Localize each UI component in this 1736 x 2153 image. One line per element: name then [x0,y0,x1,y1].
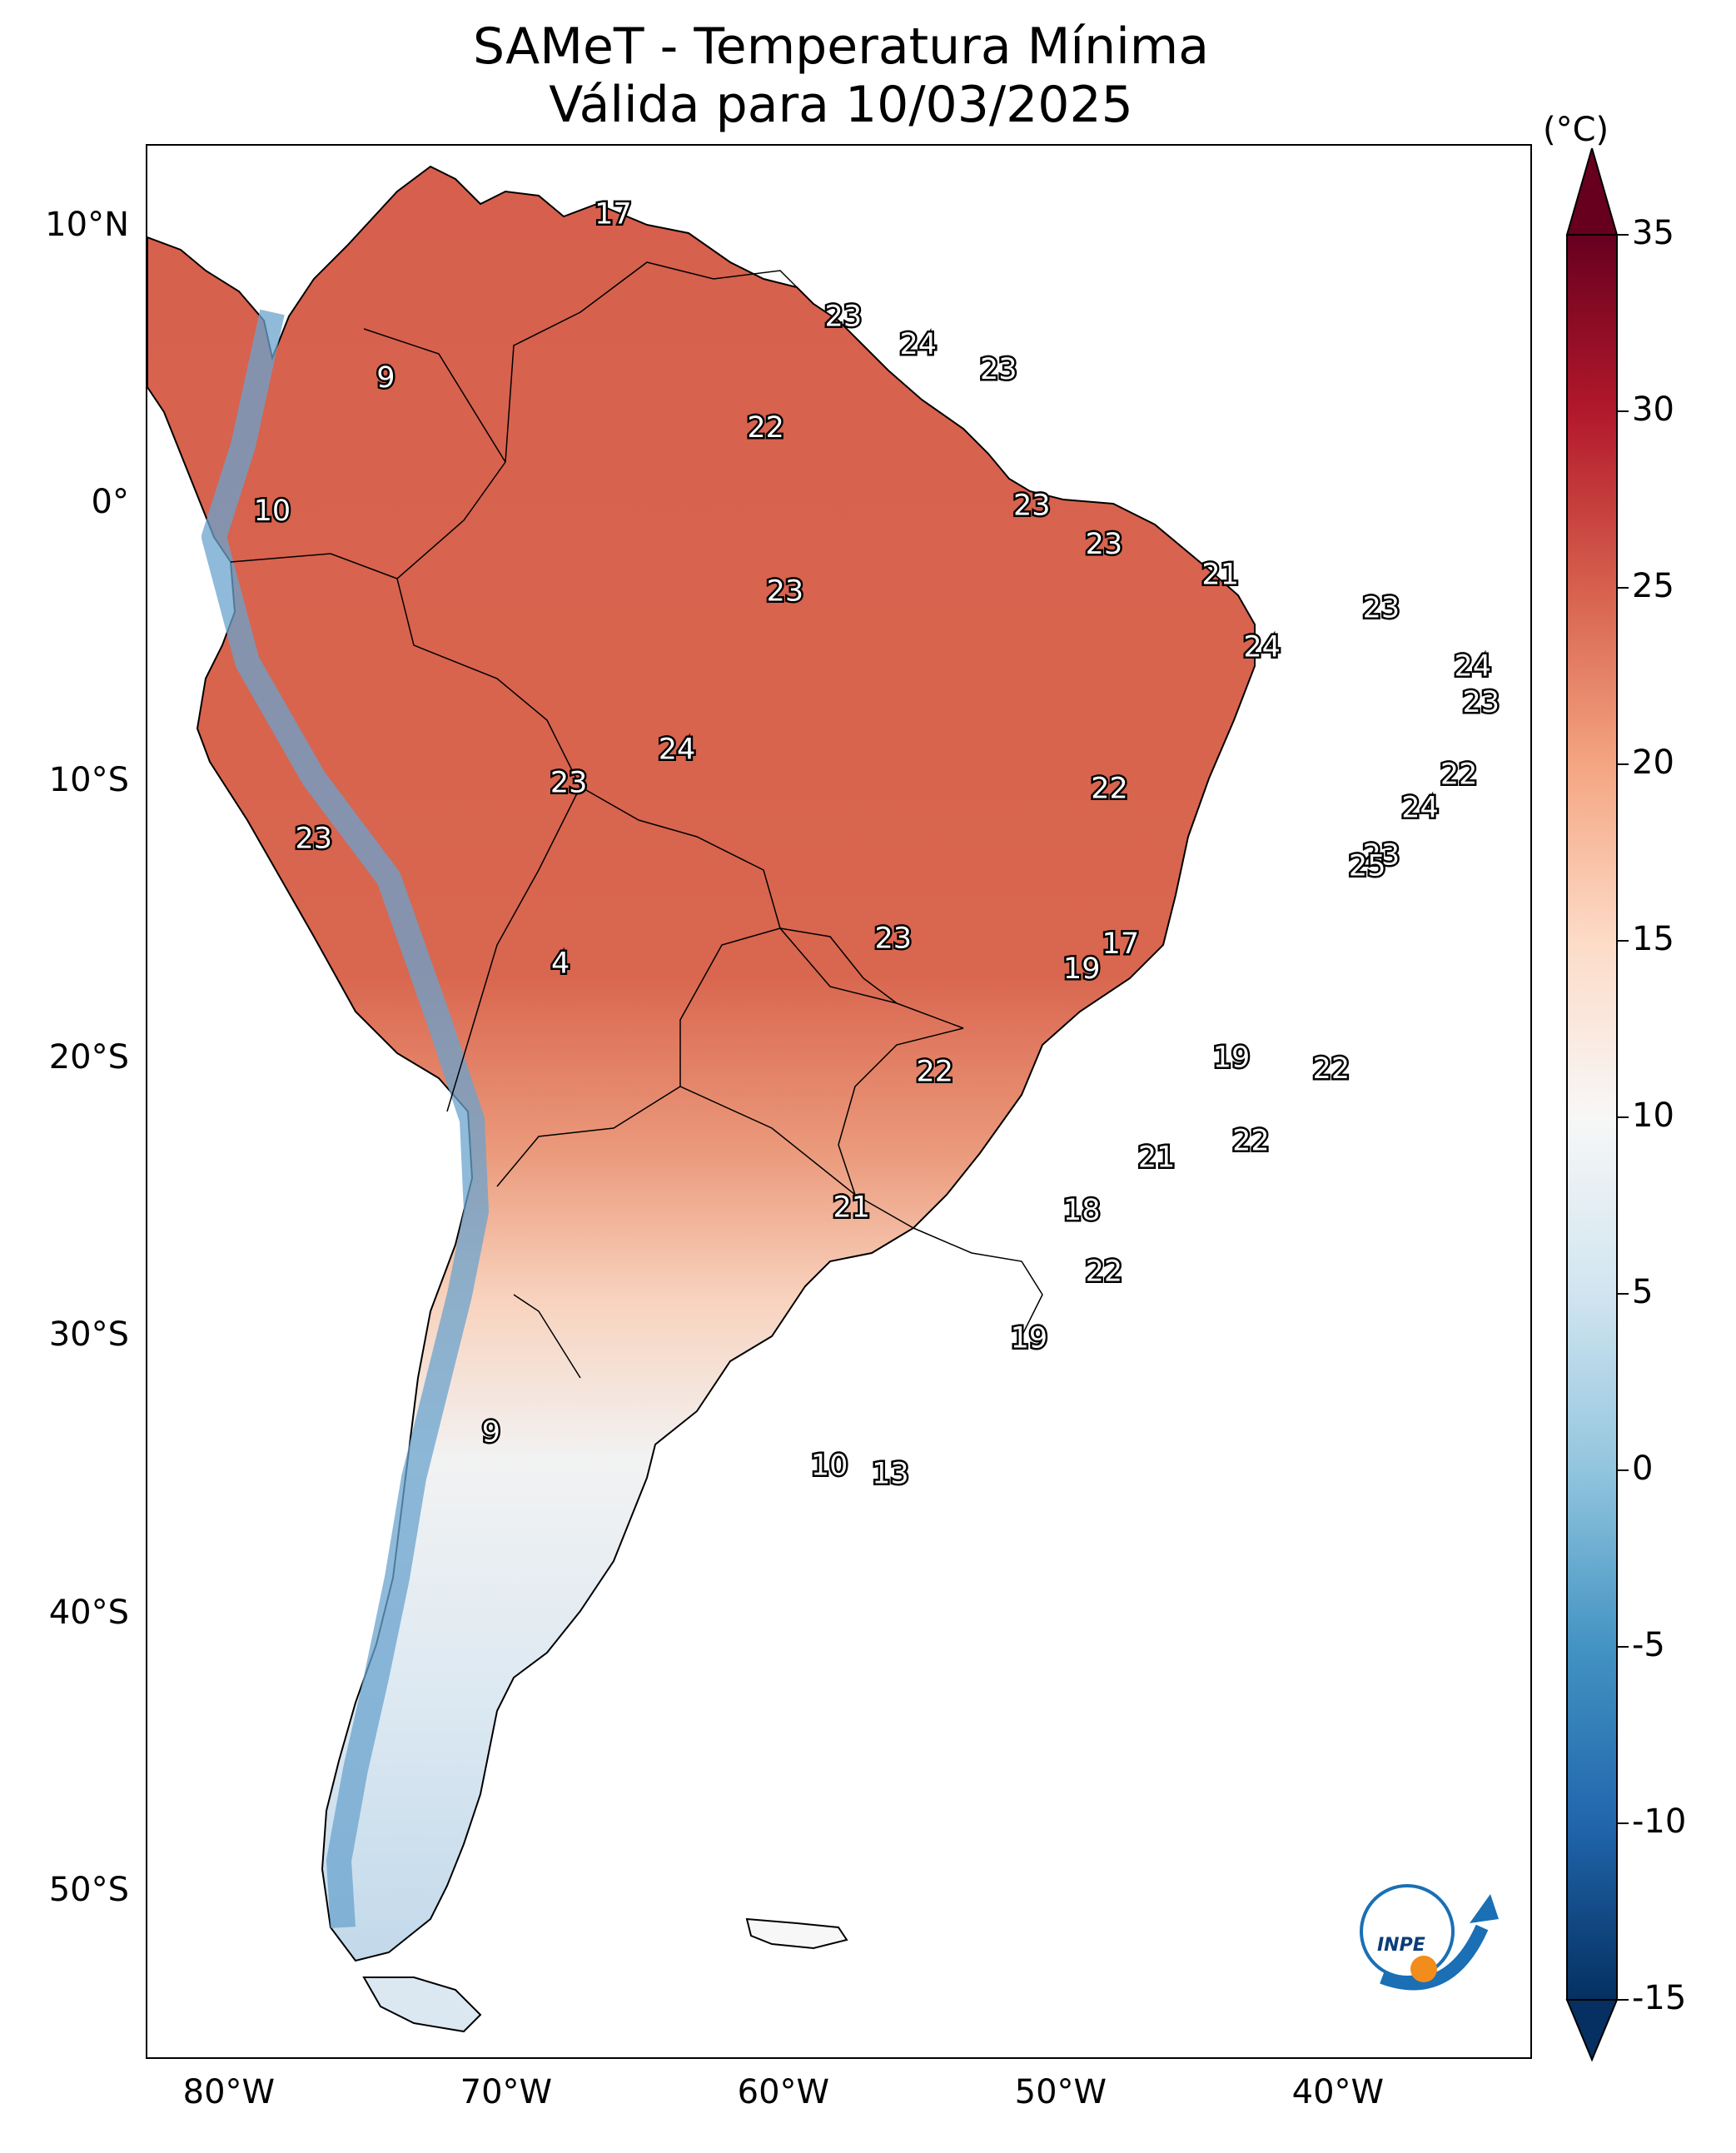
colorbar-tick-label: 5 [1632,1273,1654,1311]
lon-tick-label: 80°W [182,2073,276,2111]
andes-ridge [201,309,489,1928]
national-borders [230,261,1043,1379]
city-temperature-label: 13 [872,1458,909,1491]
city-temperature-label: 23 [1013,489,1051,522]
city-temperature-label: 9 [482,1416,500,1449]
city-temperature-label: 22 [1232,1125,1270,1158]
lon-tick-label: 40°W [1291,2073,1385,2111]
city-temperature-label: 19 [1011,1321,1048,1355]
logo-text: INPE [1377,1935,1425,1956]
lon-tick-label: 50°W [1014,2073,1107,2111]
colorbar-tick-label: 20 [1632,743,1674,782]
city-temperature-label: 23 [1462,686,1500,719]
city-temperature-label: 21 [1201,559,1239,592]
colorbar-body [1566,234,1618,2001]
city-temperature-label: 23 [874,922,912,955]
city-temperature-label: 23 [296,822,333,855]
map-subtitle: Válida para 10/03/2025 [549,76,1133,134]
city-temperature-label: 10 [811,1449,848,1483]
colorbar-tick-label: 0 [1632,1449,1654,1488]
city-temperature-label: 22 [916,1055,953,1088]
lon-tick-label: 70°W [460,2073,553,2111]
colorbar-tick-label: 35 [1632,214,1674,252]
city-temperature-label: 17 [1102,927,1140,961]
lat-tick-label: 10°S [48,760,129,799]
map-panel: 17 9 10 23 24 23 22 23 23 23 21 23 24 24 23 22 24 23 22 24 2… [146,144,1532,2059]
logo-swoosh [1380,1924,1489,1991]
city-temperature-label: 25 [1349,850,1386,883]
city-temperature-label: 21 [1138,1141,1176,1175]
lat-tick-label: 0° [91,483,129,522]
city-temperature-label: 9 [376,361,395,395]
falkland-islands [745,1917,848,1950]
city-temperature-label: 21 [833,1191,871,1225]
inpe-logo: INPE [1360,1884,1499,1991]
city-temperature-label: 22 [747,411,784,445]
logo-arrow-head [1470,1894,1499,1923]
colorbar-tick-label: -15 [1632,1979,1687,2017]
south-america-landmass [147,165,1256,1962]
city-temperature-label: 22 [1313,1052,1350,1086]
colorbar [1565,148,1629,2062]
colorbar-min-arrow [1565,1999,1619,2062]
colorbar-tick-label: -5 [1632,1626,1665,1664]
city-temperature-label: 24 [659,733,696,767]
city-temperature-label: 22 [1086,1255,1123,1288]
colorbar-tick-label: -10 [1632,1802,1687,1841]
lat-tick-label: 30°S [48,1315,129,1355]
logo-sun-dot [1410,1956,1437,1982]
city-temperature-label: 24 [1401,792,1439,825]
city-temperature-label: 24 [1454,650,1491,684]
colorbar-tick-label: 15 [1632,920,1674,958]
colorbar-unit-label: (°C) [1543,111,1609,149]
colorbar-tick-label: 10 [1632,1096,1674,1135]
city-temperature-label: 19 [1063,952,1101,986]
city-temperature-label: 23 [550,767,588,800]
colorbar-tick-label: 30 [1632,390,1674,429]
city-temperature-label: 19 [1213,1042,1251,1075]
city-temperature-label: 23 [980,353,1017,386]
colorbar-tick-label: 25 [1632,567,1674,605]
city-temperature-label: 23 [825,301,863,334]
lat-tick-label: 10°N [45,206,129,244]
lon-tick-label: 60°W [737,2073,830,2111]
colorbar-max-arrow [1565,148,1619,236]
city-temperature-label: 18 [1063,1194,1101,1227]
city-temperature-label: 4 [551,947,570,980]
city-temperature-label: 23 [767,575,804,609]
logo-orbit-circle [1360,1884,1455,1979]
tierra-del-fuego [362,1976,482,2033]
city-temperature-label: 23 [1363,838,1400,872]
lat-tick-label: 20°S [48,1038,129,1076]
city-temperature-label: 17 [594,197,632,231]
city-temperature-label: 10 [254,495,291,528]
city-temperature-label: 24 [1243,630,1281,664]
lat-tick-label: 40°S [48,1593,129,1632]
city-temperature-label: 23 [1086,528,1123,561]
map-title: SAMeT - Temperatura Mínima [472,17,1210,76]
colorbar-ticks [1617,234,1629,2001]
city-temperature-label: 23 [1363,592,1400,625]
city-temperature-label: 22 [1091,772,1128,805]
lat-tick-label: 50°S [48,1871,129,1909]
city-temperature-label: 24 [899,328,937,361]
city-temperature-label: 22 [1440,758,1478,792]
